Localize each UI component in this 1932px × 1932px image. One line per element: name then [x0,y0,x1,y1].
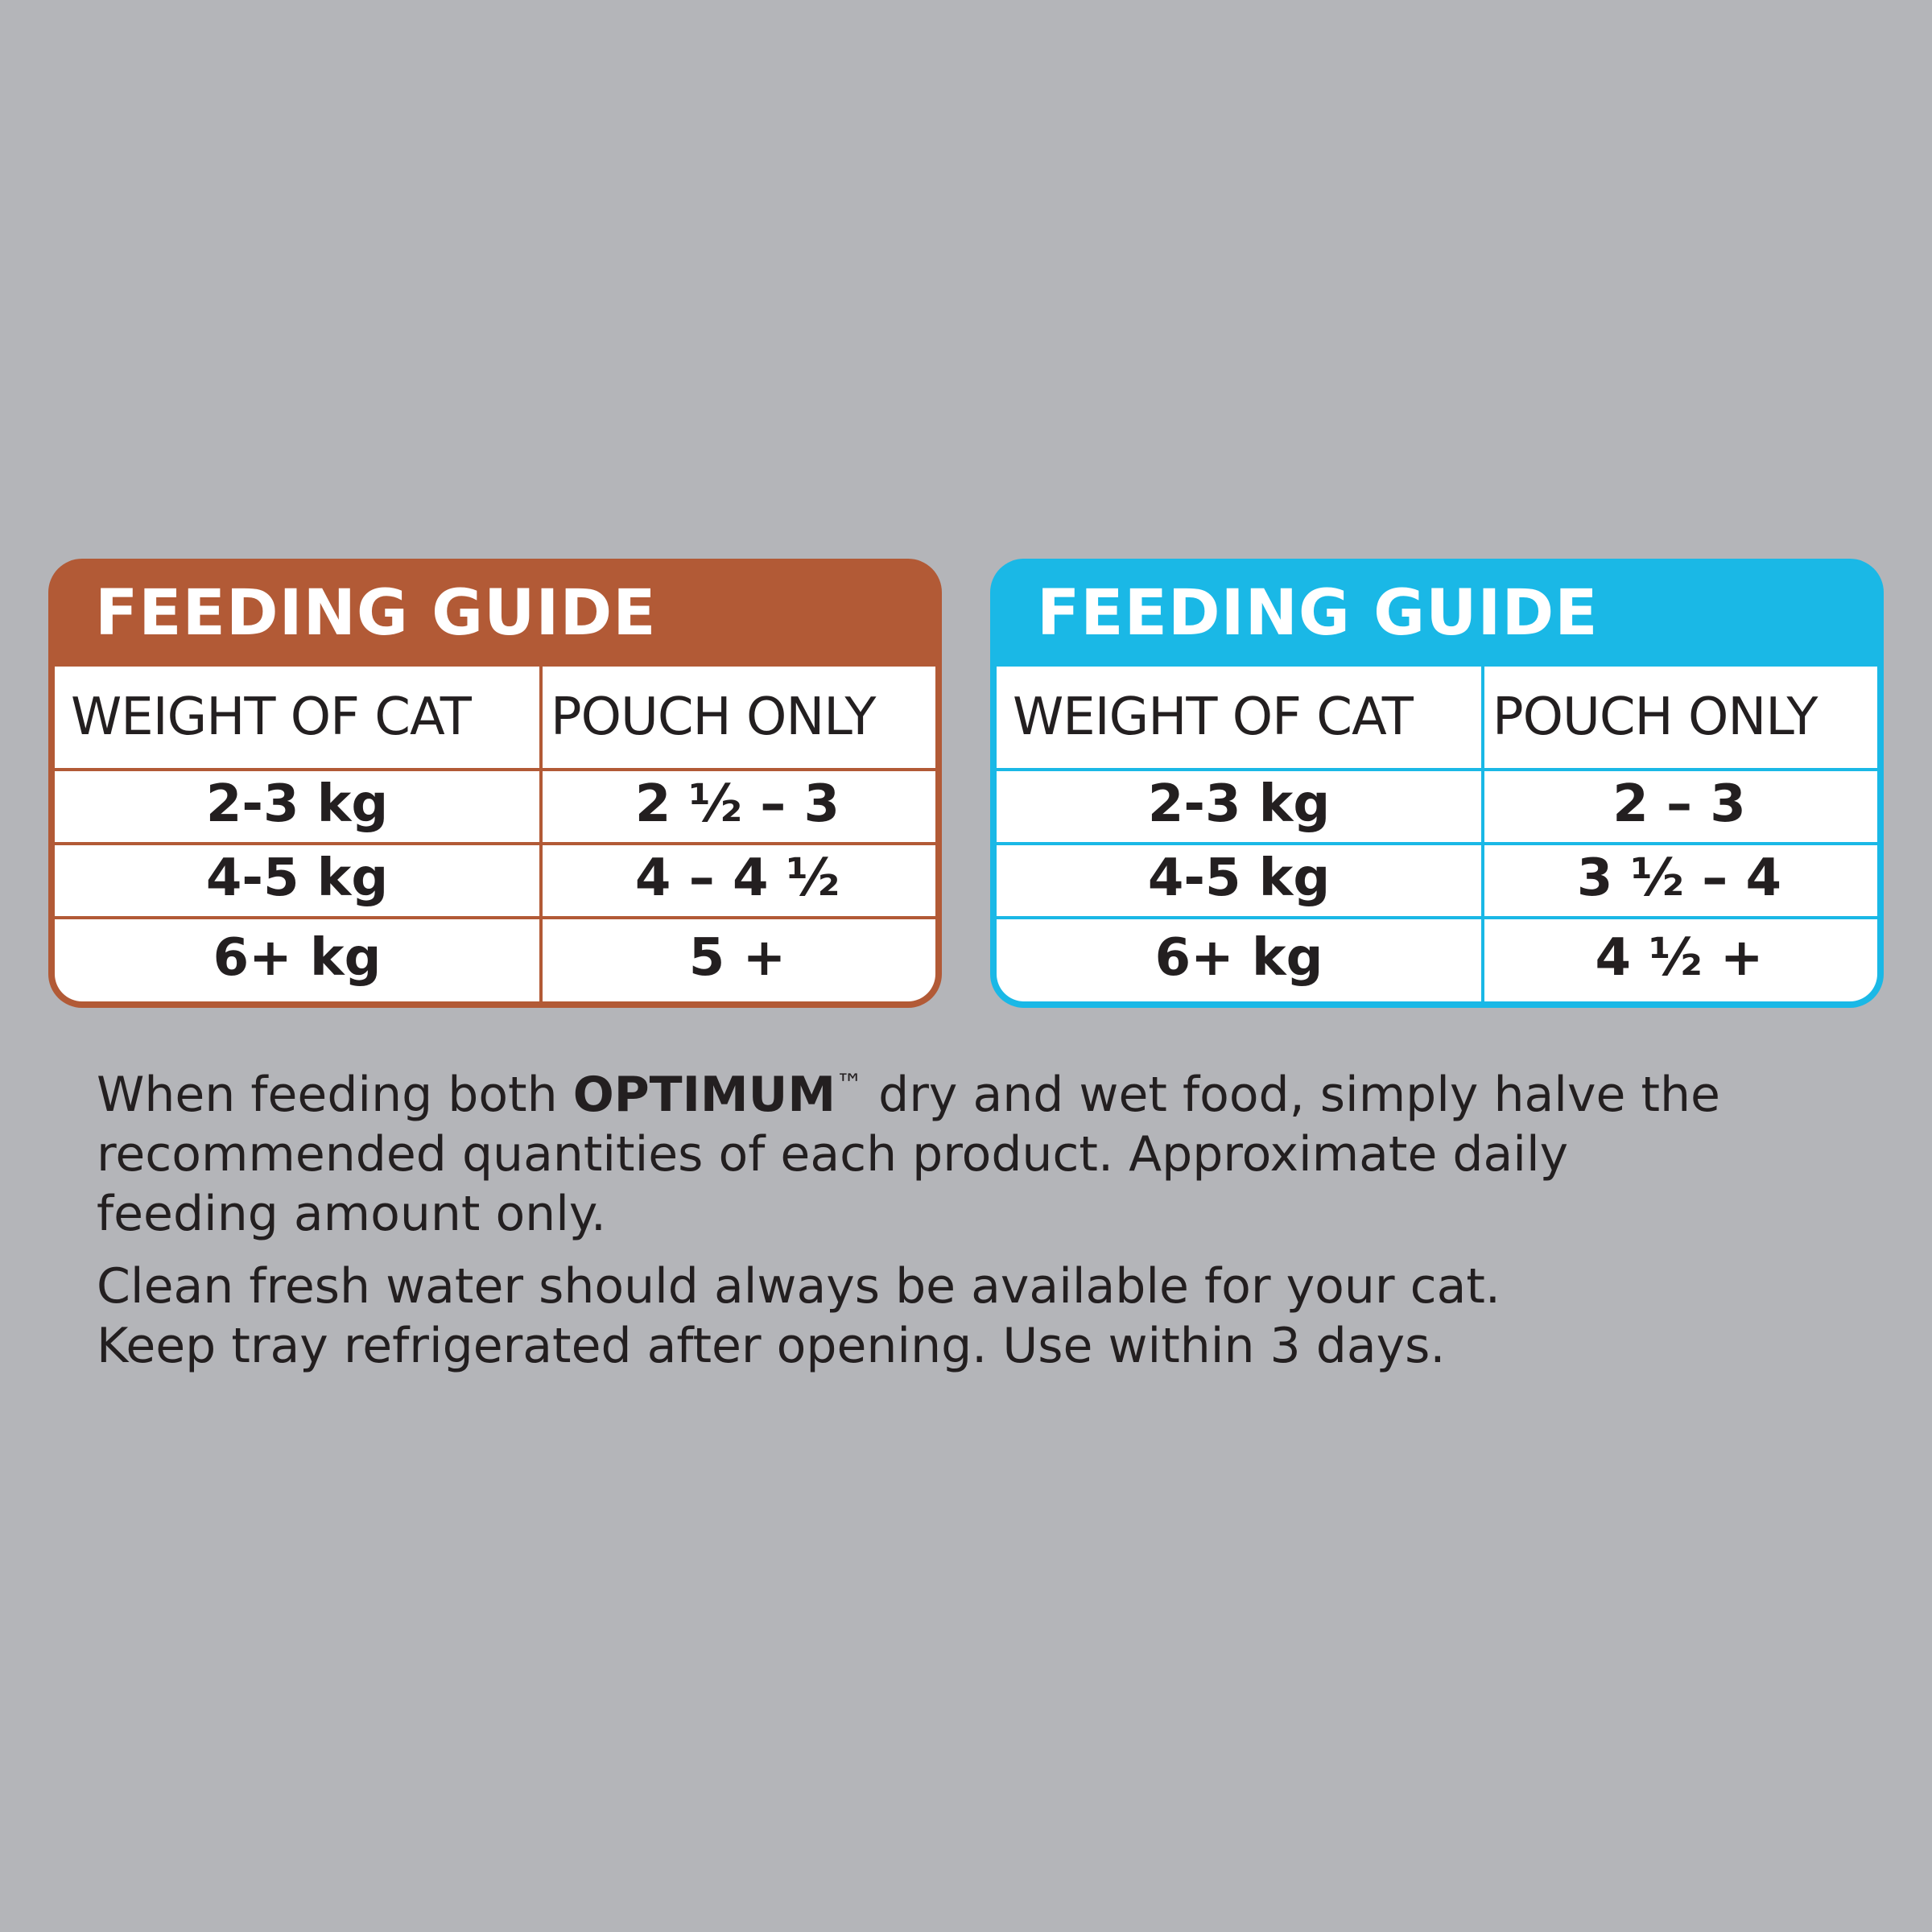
table-row: 2-3 kg 2 – 3 [997,771,1877,842]
table-row: 6+ kg 5 + [55,919,935,1001]
column-header-weight: WEIGHT OF CAT [1013,687,1414,747]
row-divider [55,768,935,771]
row-divider [55,916,935,919]
guide-title: FEEDING GUIDE [1037,577,1599,650]
table-header-row: WEIGHT OF CAT POUCH ONLY [997,667,1877,768]
feeding-table: WEIGHT OF CAT POUCH ONLY 2-3 kg 2 – 3 4-… [997,667,1877,1001]
note-text: recommended quantities of each product. … [97,1126,1569,1183]
weight-cell: 6+ kg [1154,928,1323,988]
pouch-cell: 3 ½ – 4 [1576,848,1782,908]
table-row: 4-5 kg 4 – 4 ½ [55,845,935,916]
weight-cell: 6+ kg [213,928,382,988]
pouch-cell: 2 ½ – 3 [634,774,840,834]
note-text: When feeding both [97,1067,573,1123]
table-row: 6+ kg 4 ½ + [997,919,1877,1001]
pouch-cell: 2 – 3 [1612,774,1746,834]
note-text: Keep tray refrigerated after opening. Us… [97,1318,1446,1374]
note-text: Clean fresh water should always be avail… [97,1258,1501,1315]
note-text: feeding amount only. [97,1186,606,1242]
feeding-guide-blue: FEEDING GUIDE WEIGHT OF CAT POUCH ONLY 2… [990,559,1884,1008]
weight-cell: 2-3 kg [205,774,389,834]
column-divider [1481,667,1484,1001]
feeding-guide-brown: FEEDING GUIDE WEIGHT OF CAT POUCH ONLY 2… [48,559,942,1008]
row-divider [55,842,935,845]
table-row: 4-5 kg 3 ½ – 4 [997,845,1877,916]
column-divider [539,667,543,1001]
column-header-weight: WEIGHT OF CAT [71,687,472,747]
weight-cell: 2-3 kg [1147,774,1331,834]
trademark-symbol: ™ [836,1068,864,1100]
feeding-table: WEIGHT OF CAT POUCH ONLY 2-3 kg 2 ½ – 3 … [55,667,935,1001]
brand-name: OPTIMUM [572,1067,836,1123]
pouch-cell: 4 – 4 ½ [634,848,840,908]
row-divider [997,842,1877,845]
pouch-cell: 4 ½ + [1595,928,1764,988]
table-header-row: WEIGHT OF CAT POUCH ONLY [55,667,935,768]
weight-cell: 4-5 kg [1147,848,1331,908]
weight-cell: 4-5 kg [205,848,389,908]
row-divider [997,768,1877,771]
halving-note: When feeding both OPTIMUM™ dry and wet f… [97,1055,1868,1244]
storage-note: Clean fresh water should always be avail… [97,1257,1868,1376]
column-header-pouch: POUCH ONLY [551,687,876,747]
feeding-instructions: When feeding both OPTIMUM™ dry and wet f… [97,1055,1868,1376]
note-text: dry and wet food, simply halve the [863,1067,1720,1123]
row-divider [997,916,1877,919]
pouch-cell: 5 + [688,928,786,988]
table-row: 2-3 kg 2 ½ – 3 [55,771,935,842]
guide-title: FEEDING GUIDE [95,577,657,650]
column-header-pouch: POUCH ONLY [1492,687,1818,747]
